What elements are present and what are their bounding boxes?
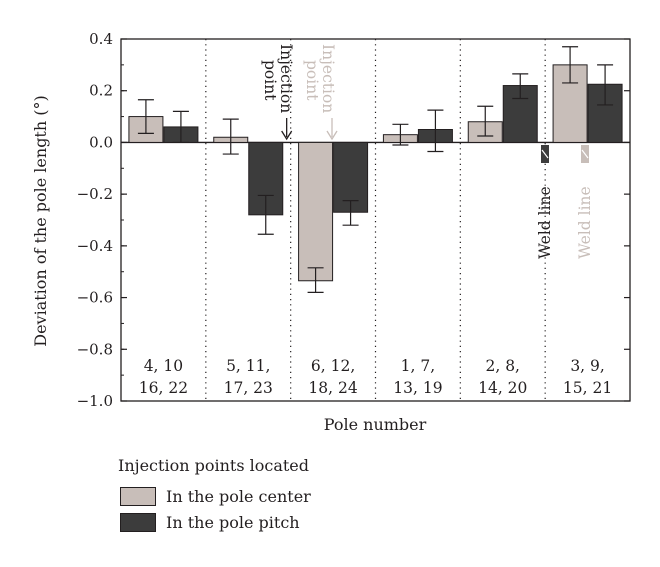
y-tick-label: −0.6 [77,289,113,307]
injection-point-label-light: Injectionpoint [303,44,337,113]
group-label: 17, 23 [224,379,273,397]
group-labels: 4, 10 16, 22 5, 11, 17, 23 6, 12, 18, 24 1, 7,… [139,357,612,397]
legend-swatch-pole-center [120,487,156,506]
group-label: 18, 24 [308,379,357,397]
y-axis-label: Deviation of the pole length (°) [31,95,50,346]
y-tick-label: −0.4 [77,237,113,255]
annotations: Injectionpoint Injectionpoint Weld line Wel… [261,44,594,259]
y-tick-label: 0.2 [89,82,113,100]
group-label: 1, 7, [401,357,436,375]
group-label: 2, 8, [485,357,520,375]
legend-item-pole-center: In the pole center [120,487,311,506]
weld-line-hatch-dark [541,149,549,159]
x-axis-label: Pole number [324,415,427,434]
group-label: 5, 11, [226,357,270,375]
group-label: 15, 21 [563,379,612,397]
group-label: 6, 12, [311,357,355,375]
group-label: 14, 20 [478,379,527,397]
injection-arrowhead-light [326,130,338,141]
legend-swatch-pole-pitch [120,513,156,532]
group-separators [205,39,546,401]
y-tick-label: −0.2 [77,185,113,203]
y-axis: 0.4 0.2 0.0 −0.2 −0.4 −0.6 −0.8 −1.0 [77,30,630,410]
error-bars [137,46,614,293]
injection-arrowhead-dark [281,130,293,141]
injection-point-label-dark: Injectionpoint [261,44,295,113]
weld-line-label-light: Weld line [576,186,594,259]
legend-label-pole-pitch: In the pole pitch [166,513,300,532]
legend-title: Injection points located [118,456,309,475]
group-label: 13, 19 [393,379,442,397]
y-tick-label: −1.0 [77,392,113,410]
y-tick-label: 0.0 [89,133,113,151]
y-tick-label: 0.4 [89,30,113,48]
legend-item-pole-pitch: In the pole pitch [120,513,300,532]
bar-pole-center [298,141,334,282]
weld-line-hatch-light [581,149,589,159]
y-tick-label: −0.8 [77,340,113,358]
weld-line-label-dark: Weld line [536,186,554,259]
group-label: 16, 22 [139,379,188,397]
legend-label-pole-center: In the pole center [166,487,311,506]
group-label: 3, 9, [570,357,605,375]
group-label: 4, 10 [144,357,183,375]
